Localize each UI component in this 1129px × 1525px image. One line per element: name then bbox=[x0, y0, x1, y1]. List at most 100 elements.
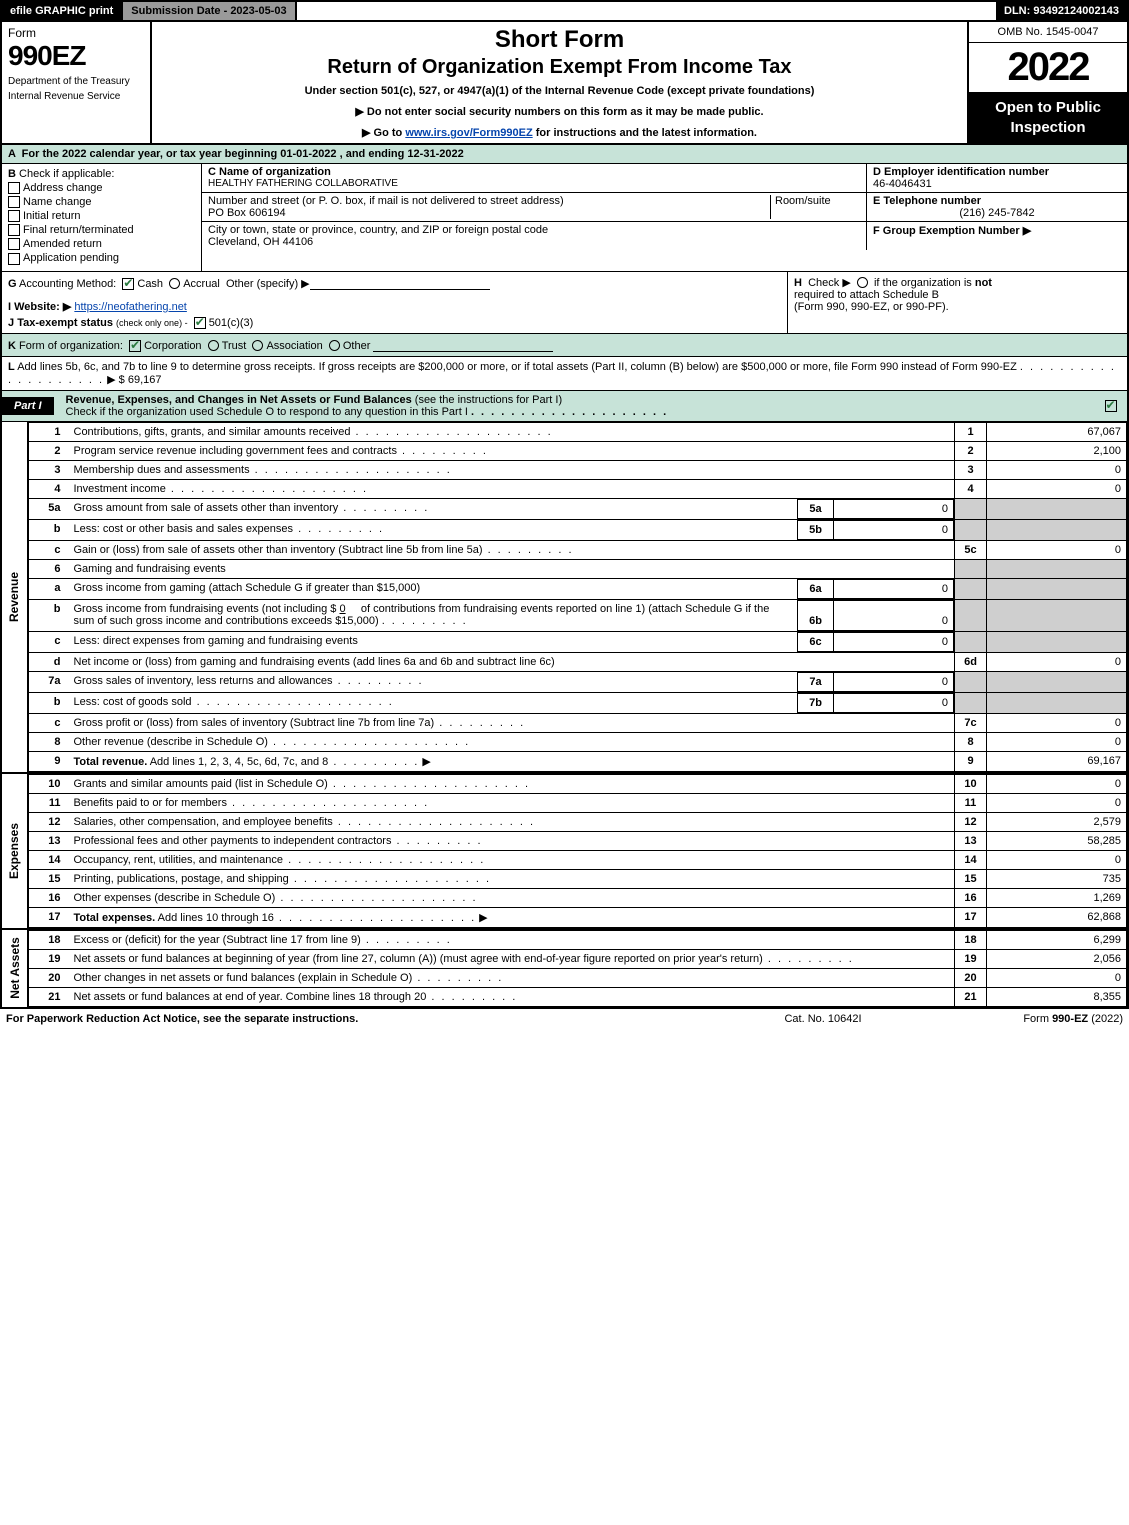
cb-amended-return[interactable]: Amended return bbox=[8, 238, 195, 250]
irs-link[interactable]: www.irs.gov/Form990EZ bbox=[405, 127, 532, 139]
form-word: Form bbox=[8, 26, 144, 40]
g-other-blank[interactable] bbox=[310, 276, 490, 290]
amt-6b-gray bbox=[987, 599, 1127, 631]
d-6c: Less: direct expenses from gaming and fu… bbox=[69, 631, 955, 652]
cb-501c3[interactable] bbox=[194, 317, 206, 329]
box-5c: 5c bbox=[955, 540, 987, 559]
rb-association[interactable] bbox=[252, 340, 263, 351]
efile-print-label[interactable]: efile GRAPHIC print bbox=[2, 2, 123, 20]
line-k: K Form of organization: Corporation Trus… bbox=[2, 334, 1127, 357]
website-link[interactable]: https://neofathering.net bbox=[74, 301, 187, 313]
rb-trust[interactable] bbox=[208, 340, 219, 351]
city-label: City or town, state or province, country… bbox=[208, 224, 860, 236]
amt-7b-gray bbox=[987, 692, 1127, 713]
title-short-form: Short Form bbox=[158, 26, 961, 54]
footer-center: Cat. No. 10642I bbox=[723, 1013, 923, 1025]
header-center: Short Form Return of Organization Exempt… bbox=[152, 22, 967, 143]
amt-7c: 0 bbox=[987, 713, 1127, 732]
amt-9: 69,167 bbox=[987, 751, 1127, 771]
k-other: Other bbox=[343, 340, 371, 352]
cb-final-return[interactable]: Final return/terminated bbox=[8, 224, 195, 236]
box-5a-gray bbox=[955, 498, 987, 519]
6b-blank: 0 bbox=[339, 603, 345, 615]
col-b-label: Check if applicable: bbox=[19, 168, 114, 180]
k-other-blank[interactable] bbox=[373, 338, 553, 352]
box-18: 18 bbox=[955, 930, 987, 949]
header-right: OMB No. 1545-0047 2022 Open to Public In… bbox=[967, 22, 1127, 143]
e-cell: E Telephone number (216) 245-7842 bbox=[867, 193, 1127, 221]
cb-application-pending[interactable]: Application pending bbox=[8, 252, 195, 264]
line-a-prefix: A bbox=[8, 148, 16, 160]
d-16: Other expenses (describe in Schedule O) bbox=[69, 888, 955, 907]
section-netassets: Net Assets 18Excess or (deficit) for the… bbox=[2, 928, 1127, 1007]
cb-corporation[interactable] bbox=[129, 340, 141, 352]
amt-21: 8,355 bbox=[987, 987, 1127, 1006]
topbar-spacer bbox=[297, 2, 996, 20]
expenses-table: 10Grants and similar amounts paid (list … bbox=[28, 774, 1127, 928]
j-label: Tax-exempt status bbox=[17, 317, 113, 329]
box-12: 12 bbox=[955, 812, 987, 831]
box-7b-gray bbox=[955, 692, 987, 713]
cb-initial-return[interactable]: Initial return bbox=[8, 210, 195, 222]
form-header: Form 990EZ Department of the Treasury In… bbox=[2, 22, 1127, 145]
ln-6: 6 bbox=[29, 559, 69, 578]
ln-17: 17 bbox=[29, 907, 69, 927]
ln-11: 11 bbox=[29, 793, 69, 812]
g-label: Accounting Method: bbox=[19, 277, 116, 289]
cb-name-change[interactable]: Name change bbox=[8, 196, 195, 208]
ln-4: 4 bbox=[29, 479, 69, 498]
block-bcdef: B Check if applicable: Address change Na… bbox=[2, 164, 1127, 272]
k-assoc: Association bbox=[266, 340, 322, 352]
d-7a: Gross sales of inventory, less returns a… bbox=[69, 671, 955, 692]
d-6: Gaming and fundraising events bbox=[69, 559, 955, 578]
g-cash: Cash bbox=[137, 277, 163, 289]
amt-6d: 0 bbox=[987, 652, 1127, 671]
d-3: Membership dues and assessments bbox=[69, 460, 955, 479]
amt-3: 0 bbox=[987, 460, 1127, 479]
d-18: Excess or (deficit) for the year (Subtra… bbox=[69, 930, 955, 949]
sub-5b: 5b bbox=[798, 520, 834, 539]
footer-right: Form 990-EZ (2022) bbox=[923, 1013, 1123, 1025]
amt-11: 0 bbox=[987, 793, 1127, 812]
ln-6c: c bbox=[29, 631, 69, 652]
d-15: Printing, publications, postage, and shi… bbox=[69, 869, 955, 888]
d-7c: Gross profit or (loss) from sales of inv… bbox=[69, 713, 955, 732]
form-page: efile GRAPHIC print Submission Date - 20… bbox=[0, 0, 1129, 1009]
expenses-side-label: Expenses bbox=[2, 774, 28, 928]
cb-part1-scheduleo[interactable] bbox=[1105, 400, 1117, 412]
omb-number: OMB No. 1545-0047 bbox=[969, 22, 1127, 43]
submission-date-label: Submission Date - 2023-05-03 bbox=[123, 2, 296, 20]
ln-10: 10 bbox=[29, 774, 69, 793]
part1-title: Revenue, Expenses, and Changes in Net As… bbox=[62, 391, 1097, 421]
cb-address-change[interactable]: Address change bbox=[8, 182, 195, 194]
ln-18: 18 bbox=[29, 930, 69, 949]
cb-cash[interactable] bbox=[122, 278, 134, 290]
rb-other[interactable] bbox=[329, 340, 340, 351]
g-accrual: Accrual bbox=[183, 277, 220, 289]
ln-13: 13 bbox=[29, 831, 69, 850]
d-label: D Employer identification number bbox=[873, 166, 1121, 178]
sub-5a: 5a bbox=[798, 499, 834, 518]
d-14: Occupancy, rent, utilities, and maintena… bbox=[69, 850, 955, 869]
rb-accrual[interactable] bbox=[169, 278, 180, 289]
box-9: 9 bbox=[955, 751, 987, 771]
note-goto-pre: ▶ Go to bbox=[362, 127, 405, 139]
rb-h[interactable] bbox=[857, 277, 868, 288]
ln-5b: b bbox=[29, 519, 69, 540]
d-4: Investment income bbox=[69, 479, 955, 498]
amt-12: 2,579 bbox=[987, 812, 1127, 831]
box-16: 16 bbox=[955, 888, 987, 907]
l-text: Add lines 5b, 6c, and 7b to line 9 to de… bbox=[17, 361, 1017, 373]
box-21: 21 bbox=[955, 987, 987, 1006]
d-5a: Gross amount from sale of assets other t… bbox=[69, 498, 955, 519]
line-g: G Accounting Method: Cash Accrual Other … bbox=[2, 272, 787, 333]
amt-16: 1,269 bbox=[987, 888, 1127, 907]
ln-6d: d bbox=[29, 652, 69, 671]
phone-value: (216) 245-7842 bbox=[873, 207, 1121, 219]
part1-note: (see the instructions for Part I) bbox=[415, 394, 562, 406]
addr-value: PO Box 606194 bbox=[208, 207, 770, 219]
amt-17: 62,868 bbox=[987, 907, 1127, 927]
ln-3: 3 bbox=[29, 460, 69, 479]
d-8: Other revenue (describe in Schedule O) bbox=[69, 732, 955, 751]
sub-7b: 7b bbox=[798, 693, 834, 712]
